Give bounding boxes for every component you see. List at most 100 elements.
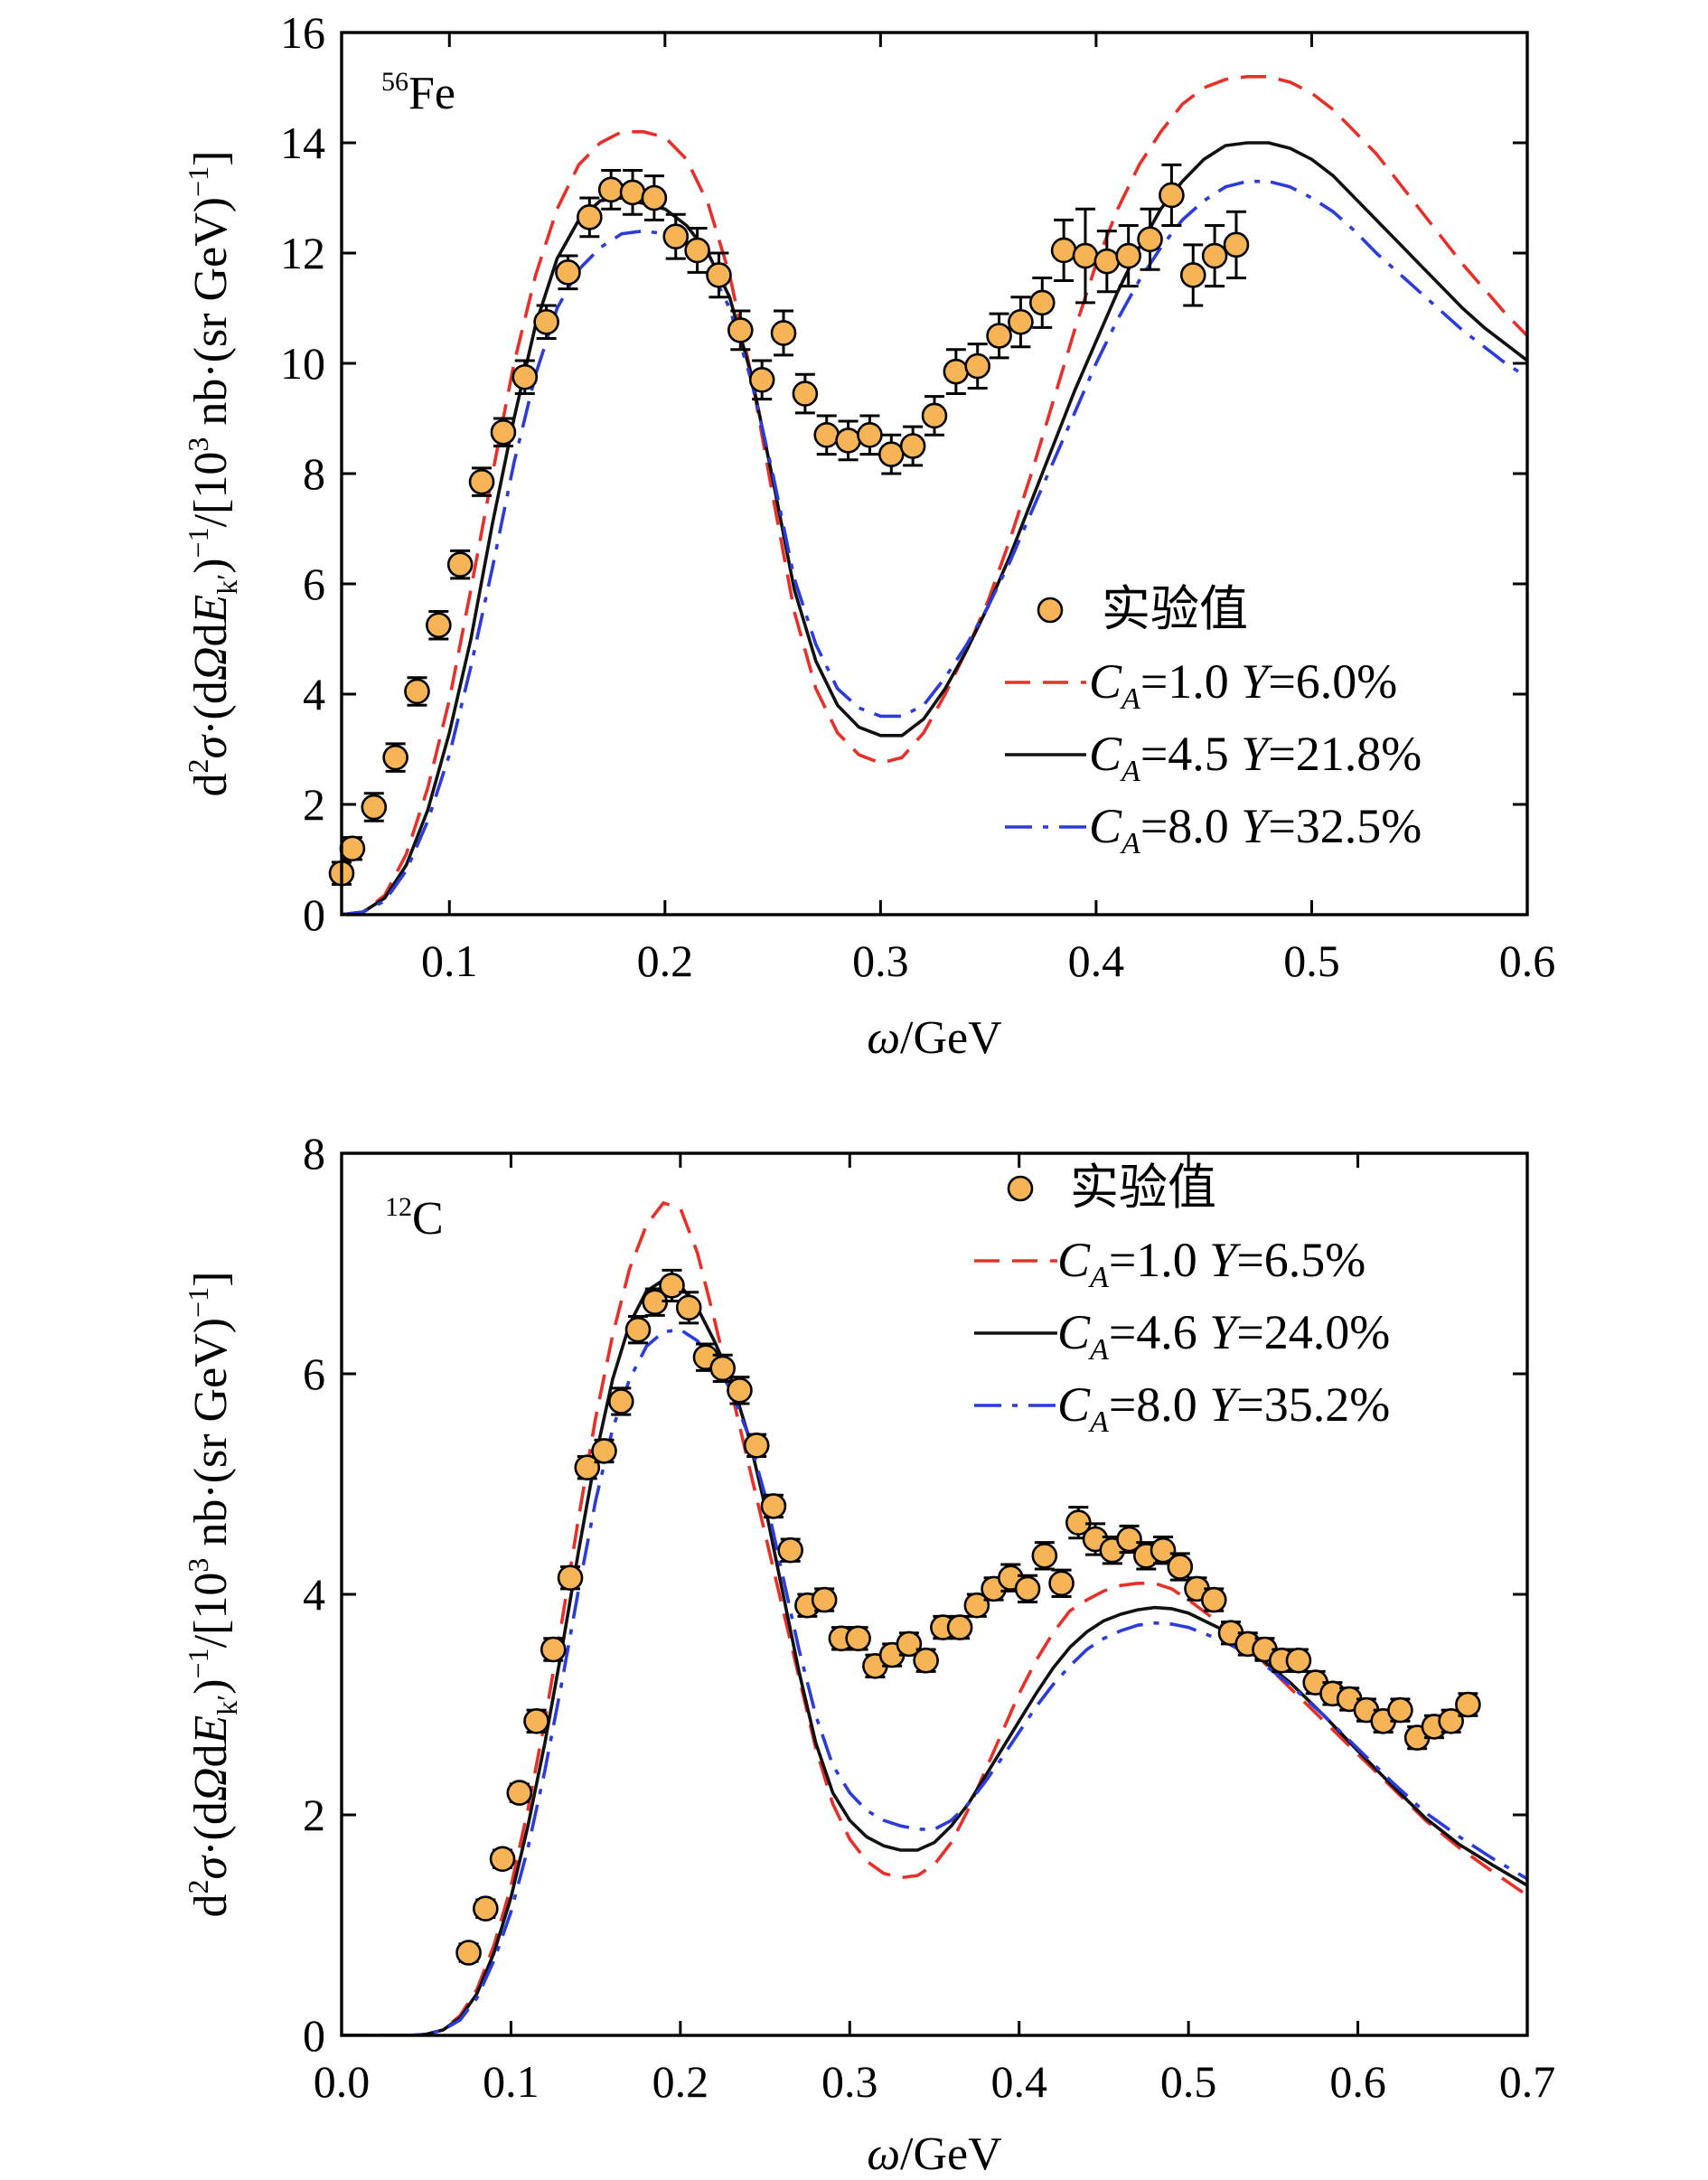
data-point: [1285, 1647, 1312, 1674]
data-marker: [574, 1454, 601, 1480]
data-point: [1065, 1506, 1092, 1540]
x-axis-unit: /GeV: [900, 2128, 1002, 2175]
y-label-part: ·(d: [185, 1801, 237, 1856]
isotope-mass: 12: [385, 1192, 412, 1222]
legend-ca-value: =1.0: [1140, 654, 1241, 709]
x-tick-label: 0.3: [821, 2056, 878, 2107]
data-point: [1179, 243, 1206, 307]
data-point: [760, 1493, 787, 1519]
data-marker: [511, 363, 539, 390]
plot-frame: [340, 1151, 1529, 2037]
data-point: [813, 414, 840, 456]
data-point: [845, 1625, 871, 1652]
data-marker: [1031, 1543, 1058, 1569]
data-marker: [835, 428, 861, 454]
y-label-part: ]: [185, 1272, 237, 1287]
data-point: [1159, 163, 1185, 227]
data-marker: [1116, 1526, 1142, 1553]
y-label-part: k′: [211, 1695, 243, 1715]
y-tick-label: 10: [280, 338, 325, 389]
legend-y-value: =6.0%: [1268, 654, 1397, 709]
data-marker: [446, 551, 474, 578]
experiment-points: [455, 1268, 1481, 1966]
x-tick-label: 0.6: [1329, 2056, 1386, 2107]
data-marker: [1455, 1691, 1481, 1718]
data-marker: [792, 381, 819, 407]
y-tick-label: 4: [303, 669, 325, 719]
y-label-part: E: [185, 1715, 237, 1745]
y-tick-label: 0: [303, 2010, 325, 2061]
legend-c: C: [1057, 1233, 1091, 1287]
y-label-part: d: [185, 1744, 237, 1768]
x-axis-symbol: ω: [867, 1012, 900, 1064]
data-point: [862, 1653, 888, 1679]
data-point: [404, 676, 430, 707]
data-point: [523, 1708, 549, 1734]
y-label-part: 2: [182, 1879, 214, 1893]
legend-c: C: [1089, 727, 1122, 781]
data-marker: [727, 317, 754, 343]
legend-sub-a: A: [1088, 1261, 1109, 1294]
y-tick-label: 8: [303, 1128, 325, 1179]
y-label-part: d: [185, 773, 237, 796]
isotope-element: C: [412, 1193, 444, 1245]
data-marker: [577, 204, 603, 230]
data-point: [557, 1565, 584, 1591]
data-point: [727, 309, 754, 352]
data-marker: [1072, 242, 1099, 269]
legend-y: Y: [1209, 1233, 1241, 1287]
data-point: [1072, 207, 1099, 305]
data-marker: [662, 223, 690, 250]
y-label-part: Ω: [185, 1768, 237, 1802]
data-point: [489, 1846, 516, 1873]
y-label-part: Ω: [185, 647, 237, 681]
data-marker: [641, 184, 668, 211]
data-point: [506, 1780, 533, 1806]
data-point: [339, 835, 366, 862]
data-marker: [1014, 1575, 1041, 1602]
data-point: [1223, 210, 1250, 279]
x-tick-label: 0.1: [421, 935, 478, 986]
data-point: [835, 419, 861, 462]
data-point: [511, 359, 539, 396]
data-point: [659, 1268, 685, 1302]
series-line-dashdot: [342, 179, 1527, 915]
y-label-part: −1: [182, 527, 214, 558]
data-marker: [489, 1846, 516, 1873]
x-tick-label: 0.3: [852, 935, 909, 986]
data-point: [1115, 224, 1141, 288]
data-marker: [1150, 1536, 1177, 1564]
data-marker: [706, 262, 732, 288]
data-marker: [473, 1895, 499, 1922]
y-tick-label: 6: [303, 1348, 325, 1399]
data-point: [540, 1636, 567, 1663]
legend-sub-a: A: [1120, 827, 1140, 860]
x-tick-label: 0.2: [637, 935, 694, 986]
data-marker: [1093, 248, 1121, 275]
legend-label-experiment: 实验值: [1070, 1160, 1216, 1215]
y-label-part: −1: [182, 1287, 214, 1318]
data-marker: [619, 179, 646, 206]
data-marker: [1200, 1586, 1227, 1613]
data-point: [455, 1940, 482, 1966]
data-marker: [597, 176, 624, 203]
x-tick-label: 0.0: [314, 2056, 371, 2107]
data-point: [770, 309, 797, 357]
y-label-part: k′: [211, 574, 243, 595]
y-axis-label: d²σ·(dΩdE_k′)⁻¹/[10³ nb·(sr GeV)⁻¹]d2σ·(…: [182, 151, 243, 797]
model-curves: [342, 1201, 1527, 2035]
data-marker: [709, 1355, 737, 1382]
data-point: [382, 742, 408, 773]
data-marker: [1179, 262, 1206, 288]
data-point: [597, 169, 624, 211]
data-point: [899, 425, 926, 467]
data-point: [642, 1287, 669, 1317]
legend-c: C: [1057, 1305, 1091, 1359]
data-marker: [404, 678, 430, 705]
legend-y-value: =24.0%: [1236, 1305, 1390, 1359]
data-marker: [813, 421, 840, 448]
series-line-dashed: [342, 75, 1527, 915]
data-marker: [1008, 308, 1034, 335]
data-point: [662, 212, 690, 260]
y-label-part: ]: [185, 151, 237, 166]
